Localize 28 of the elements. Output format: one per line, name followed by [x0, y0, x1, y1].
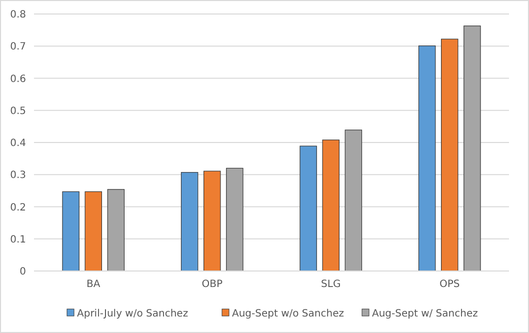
bar: [441, 38, 458, 272]
bar: [107, 189, 125, 272]
y-tick-label: 0.1: [10, 234, 26, 246]
x-tick-label: SLG: [321, 279, 341, 290]
bar: [322, 140, 340, 272]
x-tick-label: OPS: [440, 279, 460, 290]
bar: [300, 146, 317, 272]
bar: [418, 46, 436, 272]
bar: [204, 170, 221, 272]
x-tick-label: OBP: [202, 279, 223, 290]
y-tick-label: 0.7: [10, 42, 26, 53]
bar: [464, 26, 481, 272]
bar: [180, 172, 198, 272]
y-tick-label: 0.4: [10, 138, 26, 149]
legend-label: Aug-Sept w/ Sanchez: [372, 308, 478, 320]
bar: [84, 191, 102, 272]
y-tick-label: 0.6: [10, 74, 26, 85]
y-tick-label: 0.8: [10, 10, 26, 20]
y-tick-label: 0.3: [10, 170, 26, 182]
bar: [226, 168, 244, 272]
y-tick-label: 0.2: [10, 202, 26, 214]
y-tick-label: 0: [20, 266, 26, 278]
bar: [344, 130, 362, 272]
x-tick-label: BA: [86, 279, 100, 290]
legend-label: Aug-Sept w/o Sanchez: [232, 308, 344, 320]
y-tick-label: 0.5: [10, 106, 26, 117]
bar: [62, 191, 80, 272]
legend-label: April-July w/o Sanchez: [77, 308, 188, 320]
